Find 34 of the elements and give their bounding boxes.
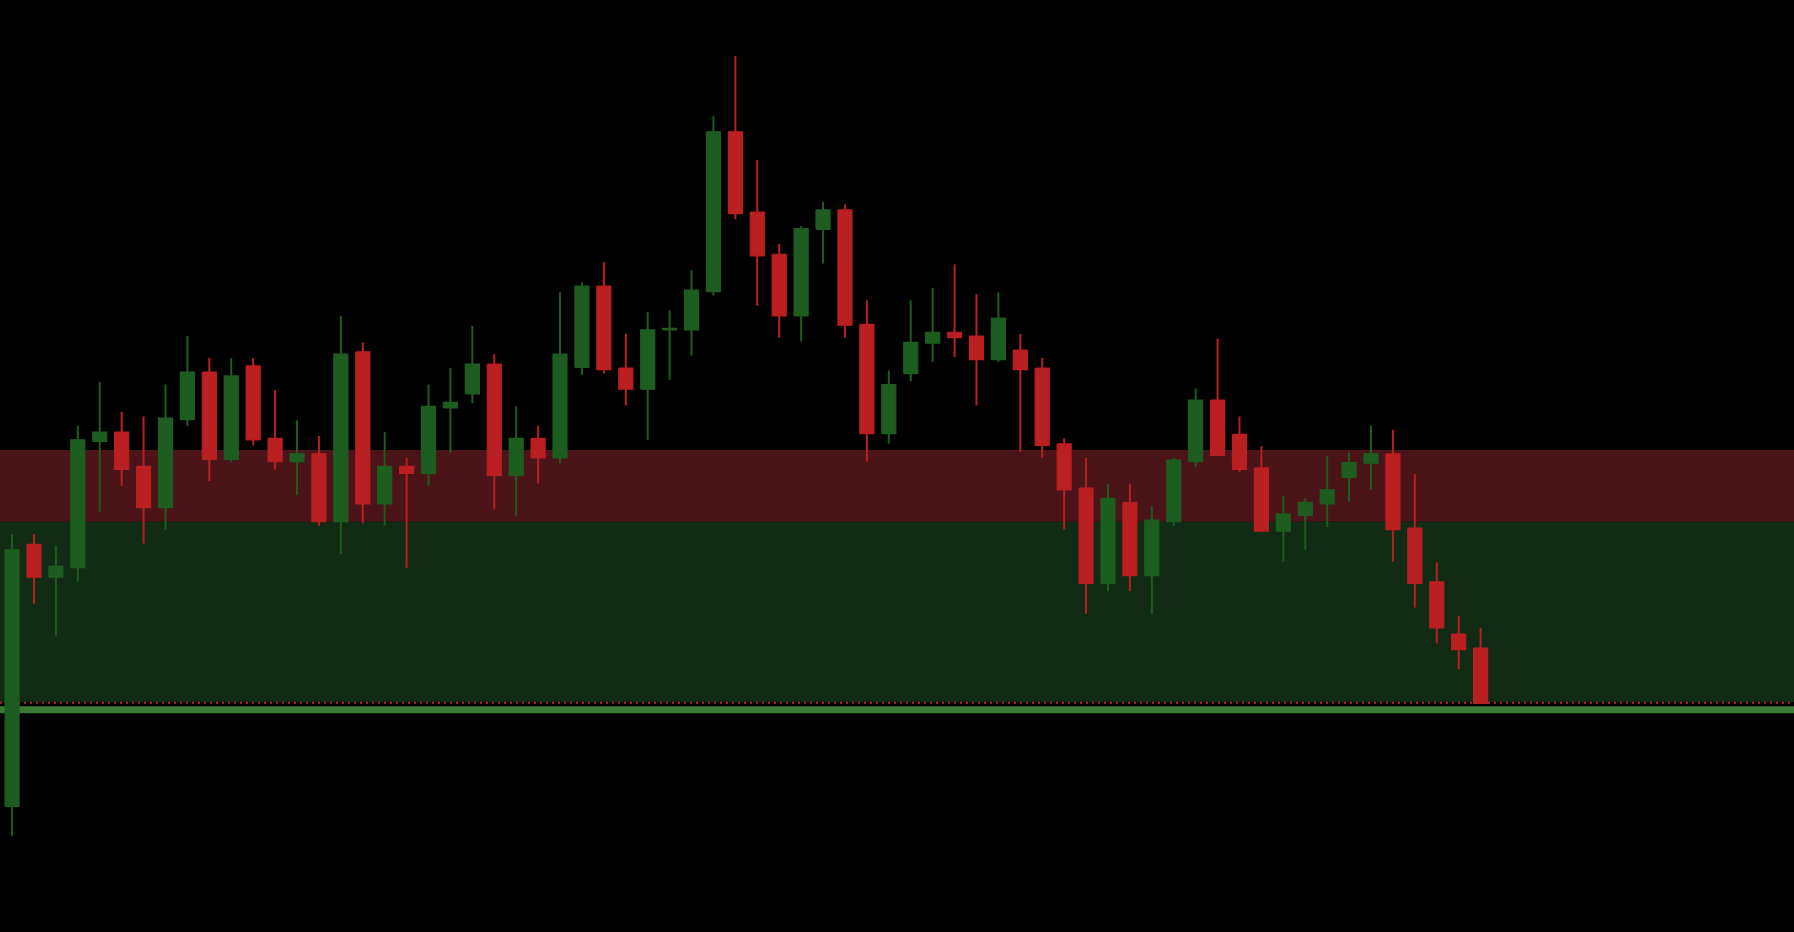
candlestick — [26, 533, 42, 605]
candlestick — [92, 381, 108, 513]
candlestick — [1231, 415, 1248, 473]
candlestick — [398, 456, 415, 569]
candlestick — [1429, 561, 1445, 645]
candlestick — [946, 263, 963, 359]
candlestick — [1341, 451, 1357, 503]
candlestick — [1275, 495, 1291, 563]
candlestick — [1297, 497, 1313, 551]
candlestick — [1056, 437, 1072, 531]
candlestick — [683, 268, 700, 357]
candlestick — [968, 293, 985, 407]
candlestick — [990, 291, 1006, 363]
candlestick — [464, 325, 480, 405]
candlestick — [1451, 615, 1467, 671]
candlestick — [1363, 424, 1379, 491]
candlestick — [618, 332, 634, 407]
candlestick — [661, 309, 678, 381]
candlestick — [377, 431, 393, 527]
candlestick — [815, 200, 831, 265]
candlestick — [48, 544, 64, 637]
candlestick — [267, 388, 283, 471]
candlestick — [289, 419, 305, 497]
candlestick — [925, 286, 941, 363]
candlestick — [179, 335, 196, 427]
candlestick — [1319, 455, 1335, 529]
candlestick — [508, 405, 524, 517]
candlestick — [1012, 332, 1028, 453]
candlestick — [749, 158, 765, 307]
candlestick — [135, 415, 152, 545]
candlestick — [442, 367, 459, 455]
candlestick — [114, 410, 130, 487]
candlestick — [530, 424, 546, 485]
candlestick — [903, 299, 919, 383]
